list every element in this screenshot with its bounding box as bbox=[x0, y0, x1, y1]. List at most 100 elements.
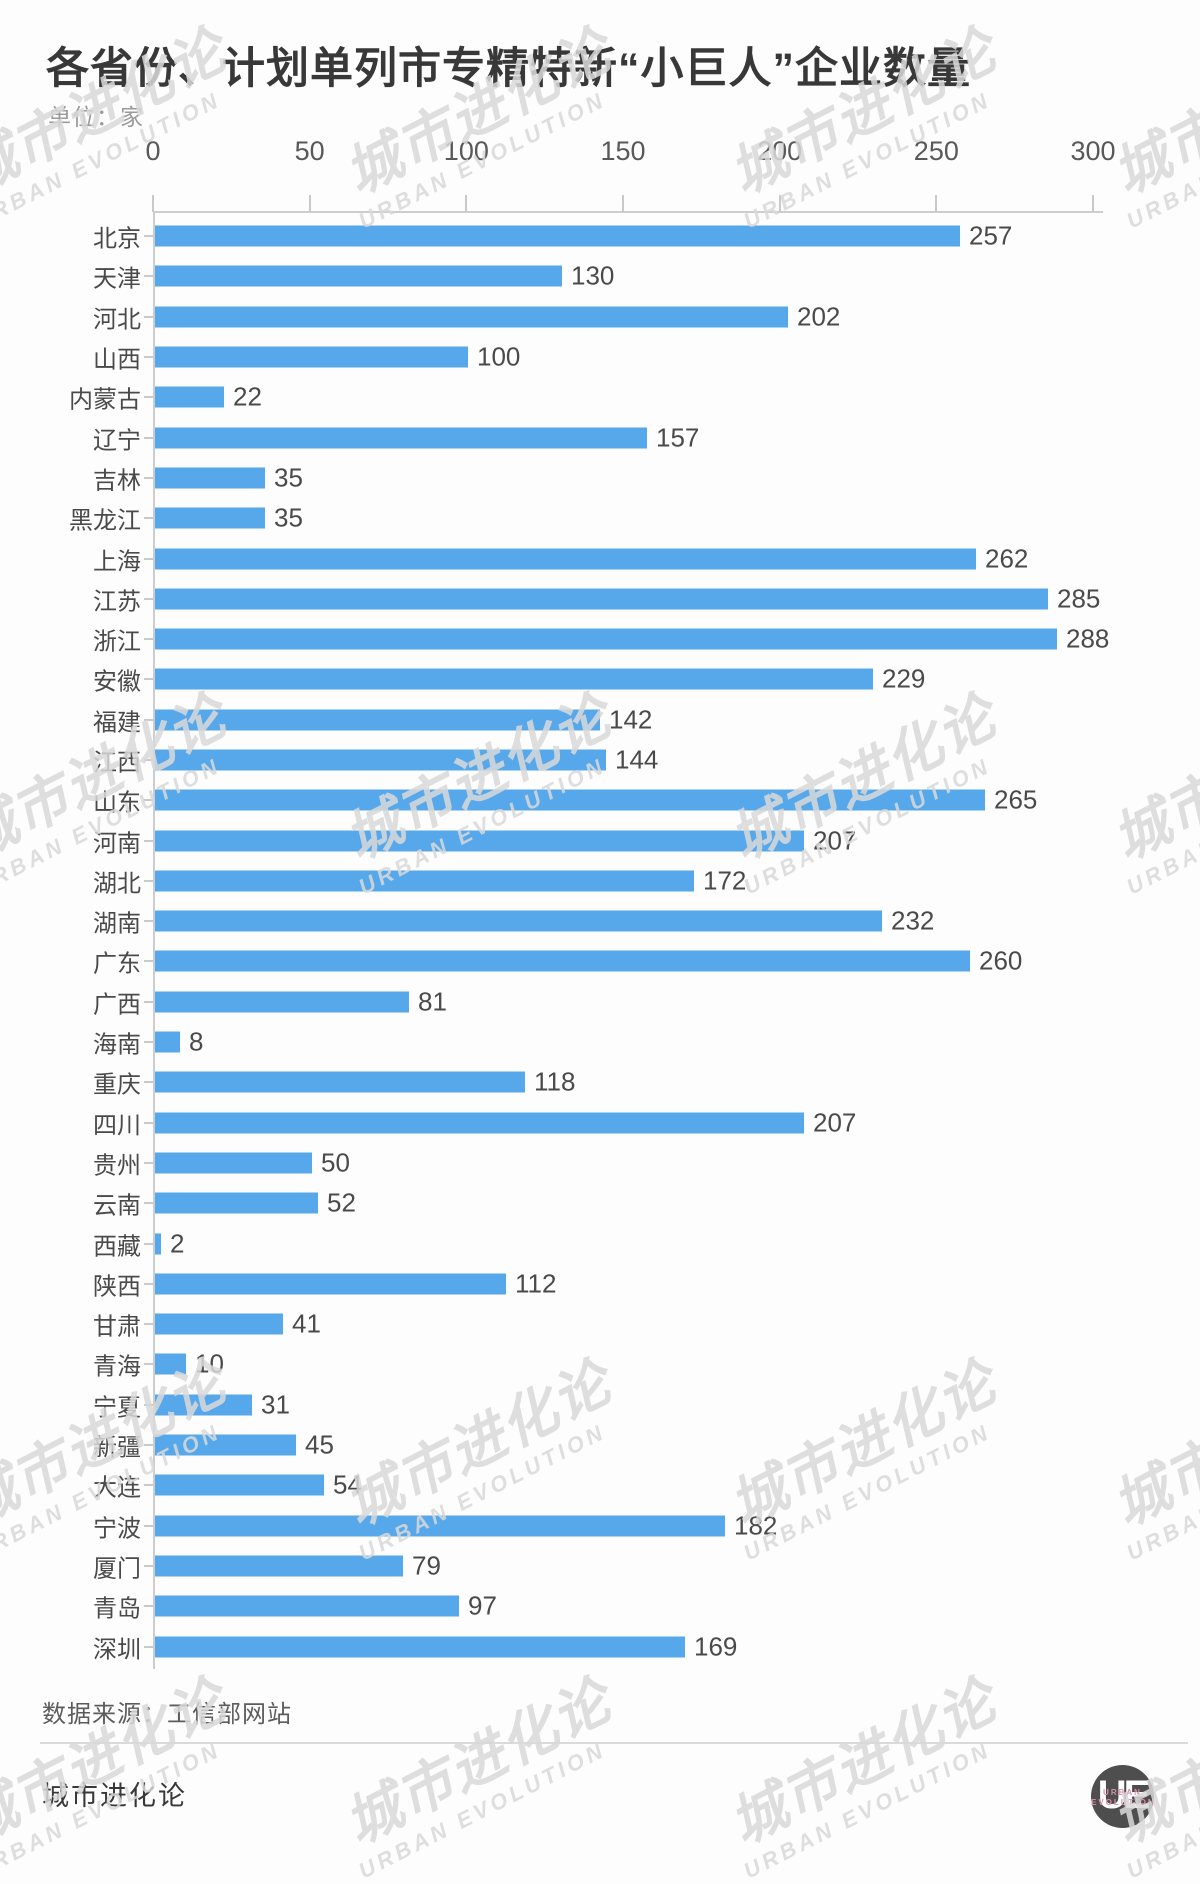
y-tick-mark bbox=[144, 1000, 153, 1003]
category-label: 厦门 bbox=[93, 1555, 141, 1583]
x-tick-mark bbox=[152, 195, 154, 212]
y-tick-mark bbox=[144, 1041, 153, 1044]
y-tick-mark bbox=[144, 476, 153, 479]
bar-row: 河北 202 bbox=[0, 297, 1200, 337]
bar bbox=[155, 950, 970, 972]
value-label: 202 bbox=[797, 301, 841, 332]
category-label: 云南 bbox=[93, 1192, 141, 1220]
watermark-cn-text: 城市进化论 bbox=[334, 1667, 622, 1856]
x-tick-mark bbox=[465, 195, 468, 212]
bar bbox=[155, 346, 468, 368]
bar-row: 西藏 2 bbox=[0, 1223, 1200, 1263]
value-label: 157 bbox=[656, 422, 700, 453]
bar bbox=[155, 1515, 725, 1537]
watermark-cn-text: 城市进化论 bbox=[334, 17, 622, 206]
x-tick-label: 100 bbox=[443, 136, 489, 166]
bar-row: 宁波 182 bbox=[0, 1506, 1200, 1546]
bar bbox=[155, 870, 694, 892]
value-label: 45 bbox=[305, 1429, 334, 1460]
y-tick-mark bbox=[144, 396, 153, 399]
y-tick-mark bbox=[144, 920, 153, 923]
bar-row: 青海 10 bbox=[0, 1344, 1200, 1384]
value-label: 54 bbox=[333, 1469, 362, 1500]
value-label: 169 bbox=[694, 1631, 738, 1662]
bar bbox=[155, 991, 409, 1013]
footer-brand: 城市进化论 bbox=[42, 1781, 187, 1811]
watermark-cn-text: 城市进化论 bbox=[0, 1667, 237, 1856]
category-label: 西藏 bbox=[93, 1233, 141, 1261]
bar-row: 黑龙江 35 bbox=[0, 498, 1200, 538]
bar bbox=[155, 1031, 180, 1053]
value-label: 50 bbox=[321, 1147, 350, 1178]
y-tick-mark bbox=[144, 1605, 153, 1608]
value-label: 144 bbox=[615, 744, 659, 775]
bar-row: 湖南 232 bbox=[0, 901, 1200, 941]
x-tick-label: 0 bbox=[145, 136, 161, 166]
bar bbox=[155, 1434, 296, 1456]
category-label: 福建 bbox=[93, 709, 141, 737]
y-tick-mark bbox=[144, 1202, 153, 1205]
value-label: 182 bbox=[734, 1510, 778, 1541]
bar-row: 甘肃 41 bbox=[0, 1304, 1200, 1344]
value-label: 31 bbox=[261, 1389, 290, 1420]
category-label: 黑龙江 bbox=[69, 507, 141, 535]
watermark-cn-text: 城市进化论 bbox=[719, 1667, 1007, 1856]
ue-logo-subtext: URBAN EVOLUTION bbox=[1091, 1788, 1154, 1808]
y-tick-mark bbox=[144, 436, 153, 439]
value-label: 288 bbox=[1066, 623, 1110, 654]
value-label: 207 bbox=[813, 1107, 857, 1138]
x-tick-label: 150 bbox=[600, 136, 646, 166]
value-label: 35 bbox=[274, 462, 303, 493]
bar-chart-plot-area: 北京 257 天津 130 河北 202 山西 100 内蒙古 22 辽宁 157 吉林 35 黑龙江 35 上… bbox=[0, 216, 1200, 1667]
category-label: 宁波 bbox=[93, 1515, 141, 1543]
category-label: 海南 bbox=[93, 1031, 141, 1059]
bar bbox=[155, 1595, 459, 1617]
watermark-cn-text: 城市进化论 bbox=[1102, 1667, 1200, 1856]
value-label: 118 bbox=[534, 1066, 576, 1097]
y-tick-mark bbox=[144, 597, 153, 600]
value-label: 207 bbox=[813, 825, 857, 856]
y-tick-mark bbox=[144, 1403, 153, 1406]
category-label: 四川 bbox=[93, 1112, 141, 1140]
x-tick-mark bbox=[308, 195, 311, 212]
data-source-label: 数据来源：工信部网站 bbox=[42, 1701, 292, 1728]
value-label: 112 bbox=[515, 1268, 557, 1299]
bar-row: 吉林 35 bbox=[0, 458, 1200, 498]
bar-row: 青岛 97 bbox=[0, 1586, 1200, 1626]
value-label: 285 bbox=[1057, 583, 1101, 614]
category-label: 天津 bbox=[93, 265, 141, 293]
ue-logo-monogram: UE bbox=[1097, 1773, 1151, 1817]
bar bbox=[155, 1273, 506, 1295]
value-label: 10 bbox=[195, 1348, 224, 1379]
bar-row: 安徽 229 bbox=[0, 659, 1200, 699]
bar-row: 深圳 169 bbox=[0, 1626, 1200, 1666]
x-axis-line bbox=[153, 211, 1103, 213]
bar bbox=[155, 507, 265, 529]
bar-row: 辽宁 157 bbox=[0, 417, 1200, 457]
value-label: 262 bbox=[985, 543, 1029, 574]
bar-row: 贵州 50 bbox=[0, 1143, 1200, 1183]
bar bbox=[155, 830, 804, 852]
watermark-cn-text: 城市进化论 bbox=[1102, 17, 1200, 206]
category-label: 宁夏 bbox=[93, 1394, 141, 1422]
bar bbox=[155, 1313, 283, 1335]
category-label: 吉林 bbox=[93, 467, 141, 495]
x-tick-mark bbox=[1092, 195, 1094, 212]
bar-row: 新疆 45 bbox=[0, 1425, 1200, 1465]
ue-logo: UE URBAN EVOLUTION bbox=[1091, 1765, 1154, 1828]
bar bbox=[155, 306, 788, 328]
y-tick-mark bbox=[144, 1363, 153, 1366]
y-tick-mark bbox=[144, 1323, 153, 1326]
category-label: 广西 bbox=[93, 991, 141, 1019]
bar bbox=[155, 1555, 403, 1577]
category-label: 湖南 bbox=[93, 910, 141, 938]
y-tick-mark bbox=[144, 718, 153, 721]
y-tick-mark bbox=[144, 1444, 153, 1447]
bar bbox=[155, 588, 1048, 610]
y-tick-mark bbox=[144, 1121, 153, 1124]
y-tick-mark bbox=[144, 517, 153, 520]
category-label: 陕西 bbox=[93, 1273, 141, 1301]
